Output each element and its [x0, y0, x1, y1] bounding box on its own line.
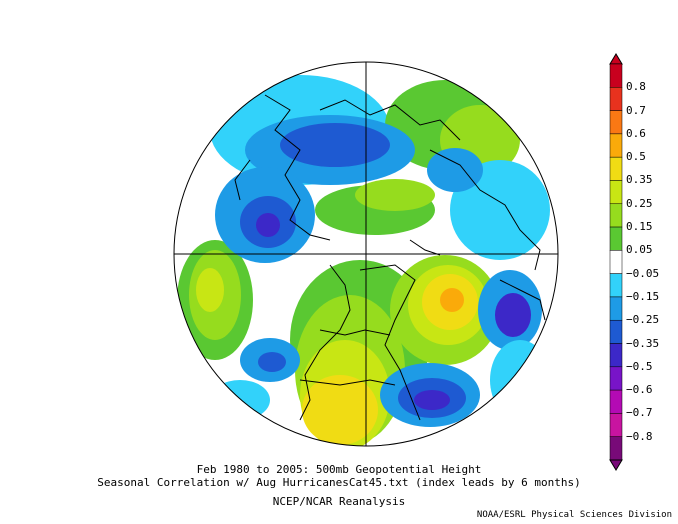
colorbar-label: 0.25 — [626, 196, 653, 210]
colorbar-label: −0.35 — [626, 336, 660, 350]
colorbar-swatch — [609, 343, 623, 368]
colorbar-label: 0.05 — [626, 243, 653, 257]
colorbar-arrow-top — [609, 53, 623, 65]
colorbar: 0.8 0.7 0.6 0.5 0.35 0.25 0.15 0.05 −0.05 −0.15 −0… — [606, 52, 666, 472]
title-line-3: NCEP/NCAR Reanalysis — [272, 495, 406, 508]
coastlines — [234, 94, 546, 421]
colorbar-label: 0.5 — [626, 150, 646, 164]
colorbar-swatch — [609, 180, 623, 205]
colorbar-label: 0.7 — [626, 103, 646, 117]
colorbar-swatch — [609, 389, 623, 414]
colorbar-swatch — [609, 250, 623, 274]
colorbar-swatch — [609, 110, 623, 135]
colorbar-swatch — [609, 436, 623, 461]
title-line-2: Seasonal Correlation w/ Aug HurricanesCa… — [97, 476, 581, 489]
colorbar-swatch — [609, 133, 623, 158]
colorbar-label: −0.7 — [626, 406, 653, 420]
colorbar-swatch — [609, 296, 623, 321]
colorbar-swatch — [609, 319, 623, 344]
globe-outline — [173, 61, 559, 447]
colorbar-swatch — [609, 273, 623, 298]
colorbar-swatches — [609, 53, 623, 471]
colorbar-label: −0.05 — [626, 266, 660, 280]
correlation-field — [174, 62, 558, 446]
colorbar-swatch — [609, 366, 623, 391]
colorbar-label: −0.6 — [626, 383, 653, 397]
colorbar-swatch — [609, 63, 623, 88]
colorbar-swatch — [609, 203, 623, 228]
colorbar-label: −0.8 — [626, 429, 653, 443]
credit-text: NOAA/ESRL Physical Sciences Division — [476, 510, 672, 520]
colorbar-swatch — [609, 156, 623, 181]
colorbar-label: 0.6 — [626, 126, 646, 140]
colorbar-label: −0.25 — [626, 313, 660, 327]
colorbar-swatch — [609, 87, 623, 111]
colorbar-label: 0.15 — [626, 220, 653, 234]
colorbar-label: 0.35 — [626, 173, 653, 187]
title-line-1: Feb 1980 to 2005: 500mb Geopotential Hei… — [196, 463, 482, 476]
colorbar-swatch — [609, 413, 623, 437]
colorbar-swatch — [609, 226, 623, 251]
colorbar-label: 0.8 — [626, 80, 646, 94]
colorbar-label: −0.5 — [626, 359, 653, 373]
colorbar-arrow-bottom — [609, 459, 623, 471]
colorbar-label: −0.15 — [626, 289, 660, 303]
